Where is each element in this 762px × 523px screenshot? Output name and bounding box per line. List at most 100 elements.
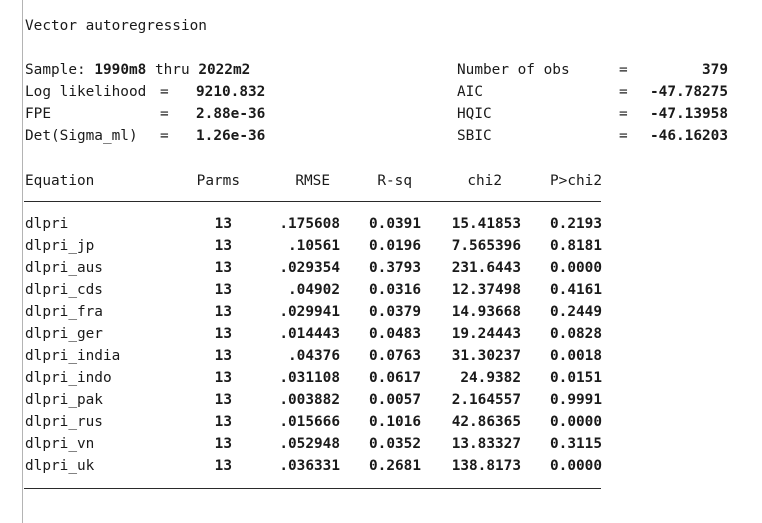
sample-thru: thru [154,62,190,78]
col-header-parms: Parms [196,173,240,189]
cell-chi2: 138.8173 [451,458,521,474]
col-header-chi2: chi2 [467,173,502,189]
cell-parms: 13 [214,260,232,276]
loglik-value: 9210.832 [196,84,266,100]
fpe-equals: = [160,106,169,122]
cell-equation: dlpri_cds [25,282,103,298]
cell-pchi2: 0.0000 [550,414,602,430]
aic-equals: = [619,84,628,100]
cell-equation: dlpri_indo [25,370,112,386]
cell-rsq: 0.0379 [369,304,421,320]
cell-rmse: .175608 [279,216,340,232]
cell-parms: 13 [214,304,232,320]
fpe-label: FPE [25,106,51,122]
output-title: Vector autoregression [25,18,207,34]
cell-chi2: 19.24443 [451,326,521,342]
detsigma-equals: = [160,128,169,144]
cell-rsq: 0.0316 [369,282,421,298]
cell-chi2: 231.6443 [451,260,521,276]
cell-pchi2: 0.3115 [550,436,602,452]
cell-equation: dlpri_india [25,348,121,364]
cell-chi2: 13.83327 [451,436,521,452]
cell-parms: 13 [214,458,232,474]
fpe-value: 2.88e-36 [196,106,266,122]
sample-line: Sample: 1990m8 thru 2022m2 [25,59,250,81]
cell-equation: dlpri_rus [25,414,103,430]
cell-rmse: .04902 [288,282,340,298]
cell-rsq: 0.0196 [369,238,421,254]
cell-chi2: 12.37498 [451,282,521,298]
cell-equation: dlpri_vn [25,436,95,452]
hqic-label: HQIC [457,106,492,122]
cell-parms: 13 [214,348,232,364]
cell-rmse: .029941 [279,304,340,320]
cell-rmse: .014443 [279,326,340,342]
cell-parms: 13 [214,216,232,232]
cell-rsq: 0.0352 [369,436,421,452]
table-top-rule [24,201,601,202]
cell-equation: dlpri_aus [25,260,103,276]
cell-pchi2: 0.8181 [550,238,602,254]
cell-pchi2: 0.0018 [550,348,602,364]
col-header-rsq: R-sq [377,173,412,189]
col-header-pchi2: P>chi2 [550,173,602,189]
cell-equation: dlpri_uk [25,458,95,474]
loglik-equals: = [160,84,169,100]
cell-parms: 13 [214,414,232,430]
cell-rsq: 0.0617 [369,370,421,386]
cell-chi2: 14.93668 [451,304,521,320]
cell-chi2: 7.565396 [451,238,521,254]
sbic-label: SBIC [457,128,492,144]
cell-rsq: 0.2681 [369,458,421,474]
aic-value: -47.78275 [650,84,728,100]
loglik-label: Log likelihood [25,84,147,100]
cell-pchi2: 0.0000 [550,458,602,474]
cell-parms: 13 [214,392,232,408]
cell-rmse: .04376 [288,348,340,364]
detsigma-label: Det(Sigma_ml) [25,128,138,144]
cell-chi2: 24.9382 [460,370,521,386]
col-header-rmse: RMSE [295,173,330,189]
cell-rmse: .031108 [279,370,340,386]
sample-label: Sample: [25,62,86,78]
cell-pchi2: 0.4161 [550,282,602,298]
cell-rmse: .015666 [279,414,340,430]
cell-equation: dlpri [25,216,69,232]
cell-rmse: .029354 [279,260,340,276]
cell-parms: 13 [214,326,232,342]
nobs-label: Number of obs [457,62,570,78]
sample-end: 2022m2 [198,62,251,78]
cell-rsq: 0.3793 [369,260,421,276]
cell-equation: dlpri_fra [25,304,103,320]
nobs-equals: = [619,62,628,78]
cell-pchi2: 0.0828 [550,326,602,342]
sbic-equals: = [619,128,628,144]
cell-pchi2: 0.2193 [550,216,602,232]
hqic-equals: = [619,106,628,122]
cell-equation: dlpri_jp [25,238,95,254]
cell-rsq: 0.0057 [369,392,421,408]
cell-pchi2: 0.2449 [550,304,602,320]
cell-rmse: .10561 [288,238,340,254]
aic-label: AIC [457,84,483,100]
cell-equation: dlpri_ger [25,326,103,342]
cell-parms: 13 [214,238,232,254]
cell-rmse: .052948 [279,436,340,452]
cell-pchi2: 0.0151 [550,370,602,386]
detsigma-value: 1.26e-36 [196,128,266,144]
sample-start: 1990m8 [94,62,147,78]
cell-chi2: 42.86365 [451,414,521,430]
cell-rmse: .003882 [279,392,340,408]
cell-parms: 13 [214,282,232,298]
cell-chi2: 31.30237 [451,348,521,364]
nobs-value: 379 [702,62,728,78]
results-pane-left-border [22,0,23,523]
cell-rsq: 0.1016 [369,414,421,430]
table-bottom-rule [24,488,601,489]
cell-chi2: 15.41853 [451,216,521,232]
cell-rmse: .036331 [279,458,340,474]
col-header-equation: Equation [25,173,95,189]
cell-chi2: 2.164557 [451,392,521,408]
cell-rsq: 0.0391 [369,216,421,232]
